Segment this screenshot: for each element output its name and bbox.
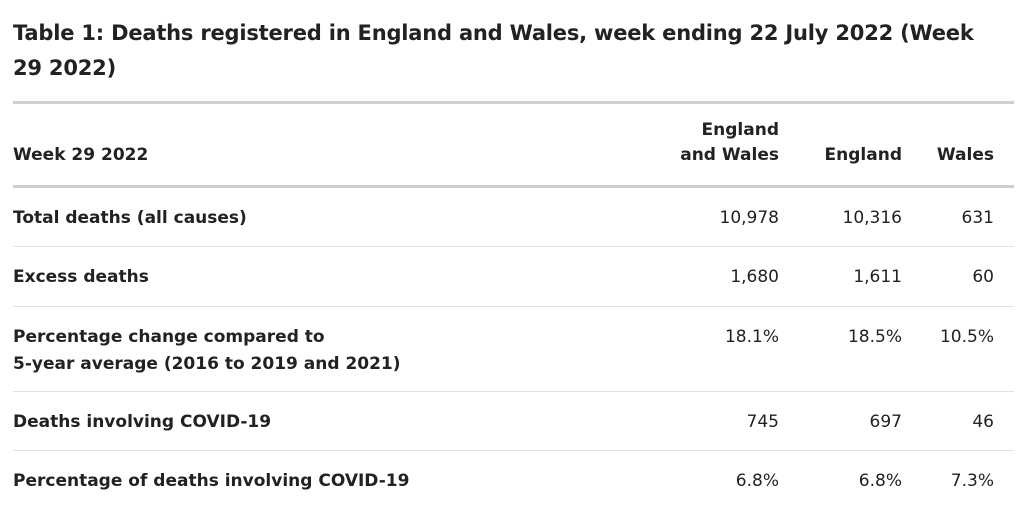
header-england-and-wales-line1: England: [613, 118, 779, 143]
cell-england-and-wales: 10,978: [613, 187, 779, 247]
table-row: Percentage change compared to 5-year ave…: [13, 307, 1014, 392]
row-label: Excess deaths: [13, 247, 613, 307]
row-label: Deaths involving COVID-19: [13, 392, 613, 451]
cell-england: 697: [779, 392, 902, 451]
row-label: Percentage change compared to 5-year ave…: [13, 307, 613, 392]
row-label-text-line2: 5-year average (2016 to 2019 and 2021): [13, 351, 613, 378]
table-title: Table 1: Deaths registered in England an…: [13, 16, 1003, 86]
header-wales: Wales: [902, 103, 1014, 187]
header-england-and-wales: England and Wales: [613, 103, 779, 187]
cell-wales: 46: [902, 392, 1014, 451]
cell-wales: 631: [902, 187, 1014, 247]
cell-wales: 10.5%: [902, 307, 1014, 392]
header-week: Week 29 2022: [13, 103, 613, 187]
row-label-text: Total deaths (all causes): [13, 208, 247, 228]
table-header: Week 29 2022 England and Wales England W…: [13, 103, 1014, 187]
table-row: Deaths involving COVID-19 745 697 46: [13, 392, 1014, 451]
header-england-and-wales-line2: and Wales: [613, 143, 779, 168]
deaths-table: Week 29 2022 England and Wales England W…: [13, 101, 1014, 509]
row-label-text: Percentage of deaths involving COVID-19: [13, 471, 409, 491]
table-row: Excess deaths 1,680 1,611 60: [13, 247, 1014, 307]
cell-england: 18.5%: [779, 307, 902, 392]
row-label-text: Excess deaths: [13, 267, 149, 287]
cell-wales: 7.3%: [902, 451, 1014, 509]
table-row: Total deaths (all causes) 10,978 10,316 …: [13, 187, 1014, 247]
table-body: Total deaths (all causes) 10,978 10,316 …: [13, 187, 1014, 509]
cell-england: 6.8%: [779, 451, 902, 509]
cell-england: 10,316: [779, 187, 902, 247]
row-label: Percentage of deaths involving COVID-19: [13, 451, 613, 509]
row-label-text: Deaths involving COVID-19: [13, 412, 271, 432]
row-label: Total deaths (all causes): [13, 187, 613, 247]
cell-england-and-wales: 18.1%: [613, 307, 779, 392]
header-row: Week 29 2022 England and Wales England W…: [13, 103, 1014, 187]
header-england: England: [779, 103, 902, 187]
cell-england-and-wales: 1,680: [613, 247, 779, 307]
cell-england-and-wales: 6.8%: [613, 451, 779, 509]
cell-england-and-wales: 745: [613, 392, 779, 451]
table-row: Percentage of deaths involving COVID-19 …: [13, 451, 1014, 509]
row-label-text: Percentage change compared to: [13, 324, 613, 351]
cell-wales: 60: [902, 247, 1014, 307]
cell-england: 1,611: [779, 247, 902, 307]
